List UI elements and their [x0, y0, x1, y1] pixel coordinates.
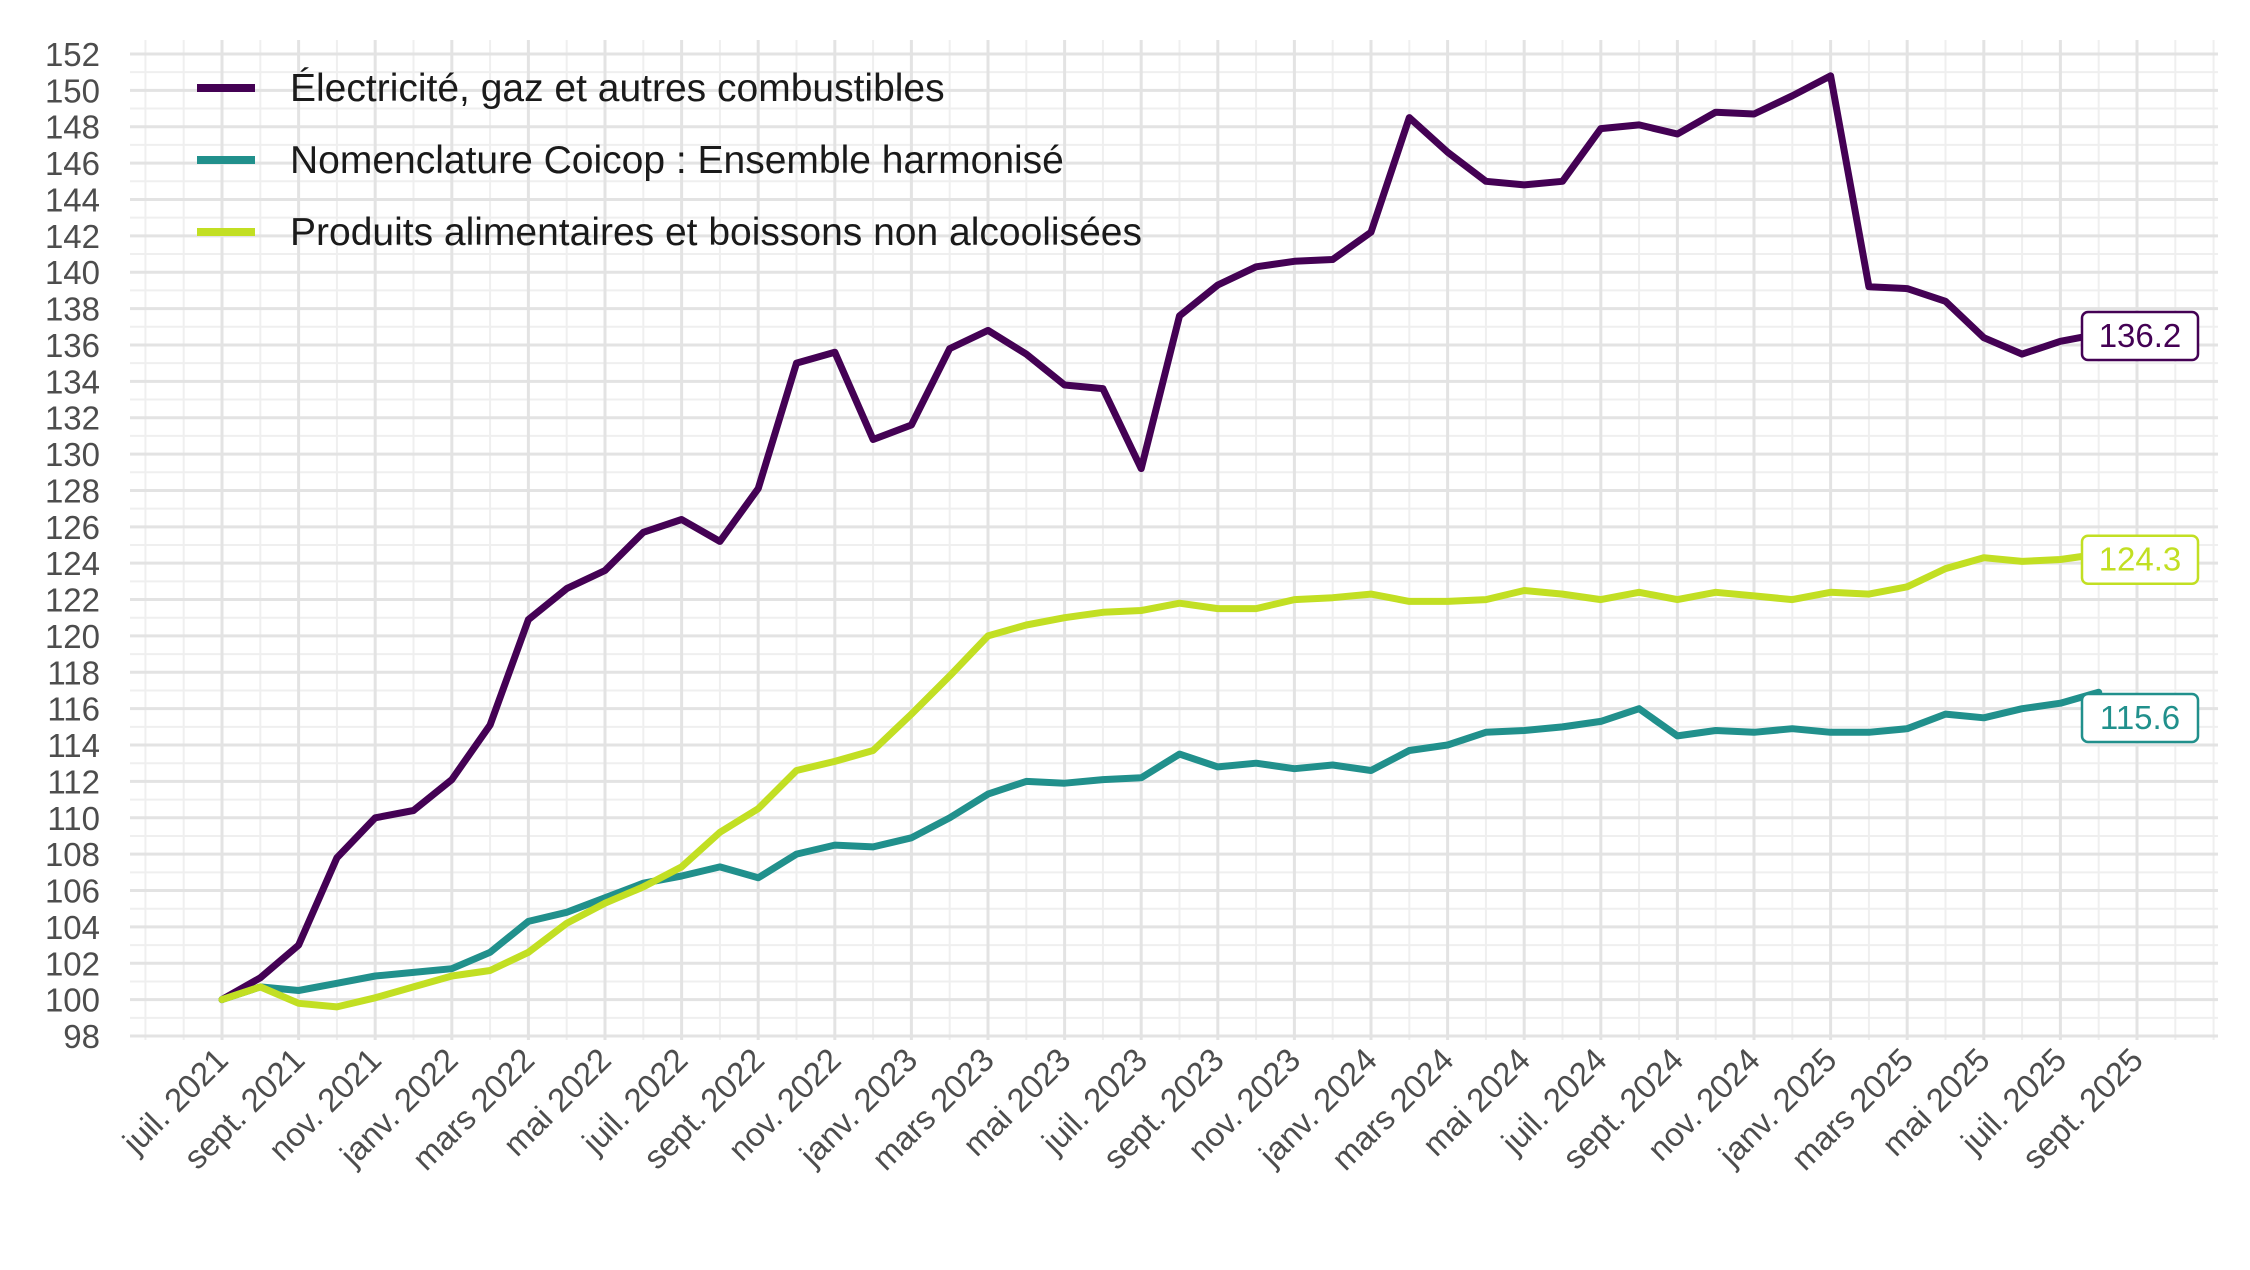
y-tick-label: 108: [45, 836, 100, 873]
y-tick-label: 132: [45, 400, 100, 437]
y-tick-label: 114: [47, 727, 100, 764]
y-tick-label: 136: [45, 327, 100, 364]
y-tick-label: 110: [47, 800, 100, 837]
end-label-text: 124.3: [2099, 541, 2182, 578]
y-tick-label: 138: [45, 291, 100, 328]
y-tick-label: 146: [45, 145, 100, 182]
y-tick-label: 130: [45, 436, 100, 473]
y-tick-label: 116: [47, 691, 100, 728]
end-label-text: 136.2: [2099, 317, 2182, 354]
legend-label-2: Nomenclature Coicop : Ensemble harmonisé: [290, 139, 1064, 182]
y-tick-label: 122: [45, 582, 100, 619]
y-tick-label: 112: [47, 763, 100, 800]
y-tick-label: 102: [45, 945, 100, 982]
legend-label-1: Électricité, gaz et autres combustibles: [290, 67, 945, 110]
y-tick-label: 148: [45, 109, 100, 146]
end-label-text: 115.6: [2100, 699, 2180, 736]
y-tick-label: 100: [45, 982, 100, 1019]
y-tick-label: 118: [47, 654, 100, 691]
y-tick-label: 142: [45, 218, 100, 255]
y-axis-tick-labels: 9810010210410610811011211411611812012212…: [45, 36, 100, 1055]
y-tick-label: 126: [45, 509, 100, 546]
y-tick-label: 144: [45, 181, 100, 218]
y-tick-label: 150: [45, 72, 100, 109]
y-tick-label: 98: [63, 1018, 100, 1055]
y-tick-label: 128: [45, 472, 100, 509]
y-tick-label: 124: [45, 545, 100, 582]
y-tick-label: 134: [45, 363, 100, 400]
legend-label-3: Produits alimentaires et boissons non al…: [290, 211, 1142, 254]
y-tick-label: 120: [45, 618, 100, 655]
y-tick-label: 106: [45, 873, 100, 910]
y-tick-label: 104: [45, 909, 100, 946]
y-tick-label: 152: [45, 36, 100, 73]
y-tick-label: 140: [45, 254, 100, 291]
